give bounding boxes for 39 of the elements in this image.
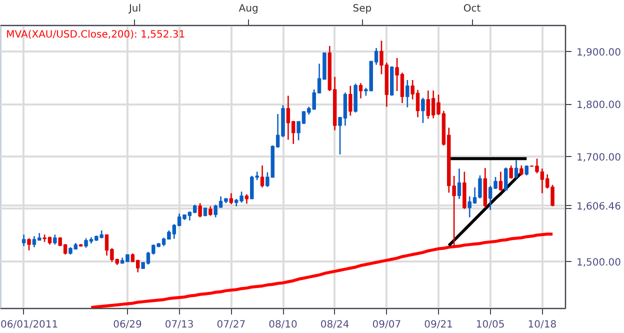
x-tick-label: 07/13: [164, 320, 194, 330]
text: MVA(XAU/USD.Close,200): 1,552.31: [6, 30, 186, 41]
candlestick: [421, 97, 425, 124]
y-tick-label: 1,800.00: [576, 100, 622, 112]
y-tick-label: 1,700.00: [576, 152, 622, 164]
x-tick-label: 08/10: [268, 320, 298, 330]
x-tick-label: 09/07: [372, 320, 402, 330]
candlestick: [53, 234, 57, 246]
x2-tick-label: Aug: [238, 4, 258, 14]
x-tick-label: 09/21: [424, 320, 453, 330]
candlestick: [358, 82, 363, 99]
candlestick: [504, 166, 508, 192]
x2-tick-label: Oct: [463, 4, 481, 14]
candlestick: [260, 164, 264, 188]
candlestick: [229, 192, 234, 205]
candlestick: [27, 238, 31, 251]
x-tick-label: 10/18: [528, 320, 557, 330]
x-tick-label: 08/24: [320, 320, 350, 330]
candlestick: [514, 160, 518, 180]
candlestick: [520, 164, 524, 176]
candlestick: [348, 85, 352, 116]
x2-tick-label: Sep: [352, 4, 372, 14]
y-tick-label: 1,900.00: [576, 48, 622, 59]
x-tick-label: 06/29: [113, 320, 142, 330]
x-tick-label: 06/01/2011: [0, 320, 58, 330]
candlestick: [498, 171, 503, 192]
x2-tick-label: Jul: [128, 4, 142, 14]
x-tick-label: 10/05: [476, 320, 505, 330]
candlestick: [198, 202, 202, 218]
candlestick: [208, 206, 212, 216]
candlestick: [509, 164, 513, 180]
candlestick: [457, 168, 462, 200]
candlestick: [22, 234, 26, 247]
candlestick: [406, 79, 410, 108]
candlestick: [244, 194, 249, 204]
x-tick-label: 07/27: [216, 320, 246, 330]
y-tick-label: 1,500.00: [576, 257, 622, 268]
line-series: [90, 232, 554, 308]
y-tick-label: 1,606.46: [576, 202, 622, 213]
